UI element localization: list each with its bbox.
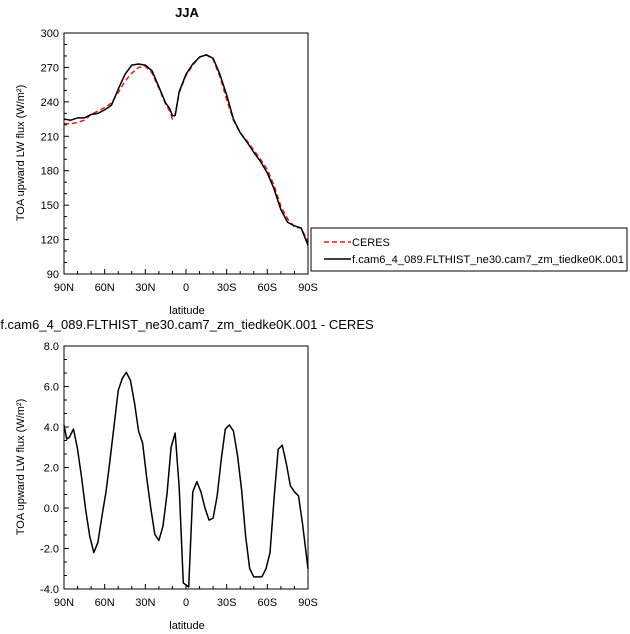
- chart-2-xtick-label: 60N: [95, 597, 115, 609]
- chart-2-xtick-label: 60S: [258, 597, 278, 609]
- chart-2: f.cam6_4_089.FLTHIST_ne30.cam7_zm_tiedke…: [0, 317, 374, 632]
- chart-2-xtick-label: 30N: [135, 597, 155, 609]
- chart-1-ytick-label: 300: [41, 28, 59, 40]
- chart-1-xtick-label: 0: [183, 282, 189, 294]
- chart-1-ytick-label: 180: [41, 166, 59, 178]
- chart-2-xtick-label: 90N: [54, 597, 74, 609]
- chart-2-plot-frame: [63, 345, 309, 590]
- chart-2-ytick-label: 0.0: [44, 503, 59, 515]
- chart-1-ytick-label: 270: [41, 62, 59, 74]
- chart-1-legend: CERES f.cam6_4_089.FLTHIST_ne30.cam7_zm_…: [310, 227, 628, 272]
- chart-2-ytick-label: -4.0: [40, 584, 59, 596]
- chart-2-ytick-label: -2.0: [40, 544, 59, 556]
- chart-1: JJA 90N 60N 30N 0 30S 60S 90S 90 120 150 180 210 24…: [15, 5, 628, 317]
- chart-2-ytick-label: 2.0: [44, 463, 59, 475]
- chart-1-ylabel: TOA upward LW flux (W/m²): [15, 85, 27, 222]
- chart-1-xtick-label: 30S: [217, 282, 237, 294]
- chart-2-series-line-1-line: [63, 371, 309, 588]
- chart-1-plot-frame: [63, 32, 309, 275]
- chart-1-xtick-label: 60S: [258, 282, 278, 294]
- chart-2-title: f.cam6_4_089.FLTHIST_ne30.cam7_zm_tiedke…: [0, 317, 374, 332]
- chart-2-ytick-label: 4.0: [44, 422, 59, 434]
- chart-1-ytick-label: 120: [41, 235, 59, 247]
- chart-2-xlabel: latitude: [169, 620, 204, 632]
- chart-1-xtick-label: 60N: [95, 282, 115, 294]
- chart-1-xlabel: latitude: [169, 305, 204, 317]
- chart-1-title: JJA: [175, 5, 199, 20]
- chart-2-ytick-label: 8.0: [44, 341, 59, 353]
- chart-1-ytick-label: 210: [41, 131, 59, 143]
- legend-box: [310, 227, 628, 272]
- chart-1-ytick-label: 90: [47, 269, 59, 281]
- chart-1-ytick-label: 240: [41, 97, 59, 109]
- legend-label-ceres: CERES: [352, 237, 390, 249]
- chart-2-xtick-label: 90S: [298, 597, 318, 609]
- legend-label-model: f.cam6_4_089.FLTHIST_ne30.cam7_zm_tiedke…: [352, 254, 624, 266]
- chart-2-ylabel: TOA upward LW flux (W/m²): [15, 399, 27, 536]
- chart-1-series-ceres-line: [64, 54, 309, 243]
- chart-2-xtick-label: 0: [183, 597, 189, 609]
- chart-1-series-f-cam6-4-089-flthist-ne30-cam7-zm-tiedke0k-001-line: [63, 54, 309, 246]
- chart-2-ytick-label: 6.0: [44, 382, 59, 394]
- chart-1-xtick-label: 90S: [298, 282, 318, 294]
- chart-1-xtick-label: 30N: [135, 282, 155, 294]
- chart-1-xtick-label: 90N: [54, 282, 74, 294]
- chart-2-xtick-label: 30S: [217, 597, 237, 609]
- chart-1-ytick-label: 150: [41, 200, 59, 212]
